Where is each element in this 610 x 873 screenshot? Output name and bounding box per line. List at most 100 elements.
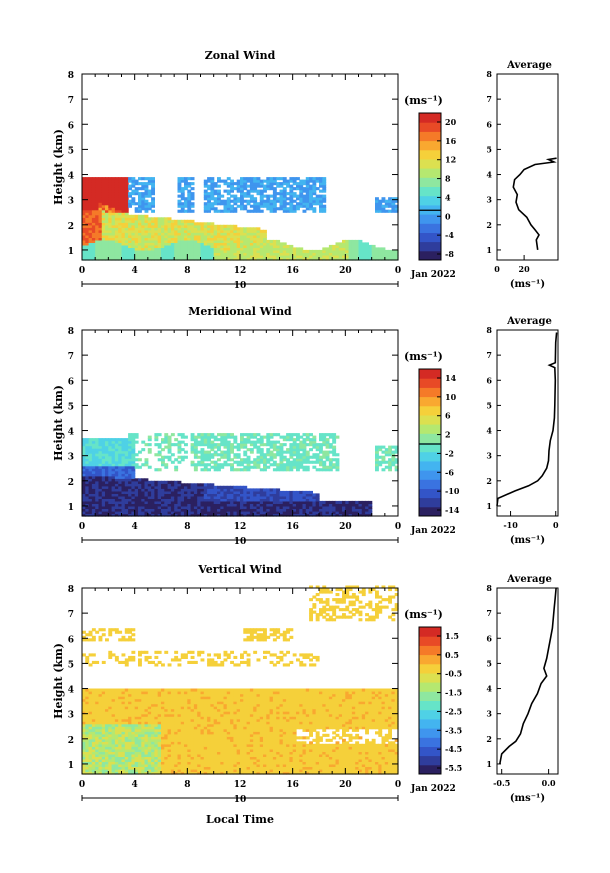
heatmap-cell <box>157 503 162 507</box>
heatmap-cell <box>121 493 126 497</box>
heatmap-cell <box>124 455 129 459</box>
heatmap-cell <box>203 465 208 469</box>
heatmap-cell <box>184 244 188 248</box>
heatmap-cell <box>121 693 126 697</box>
heatmap-cell <box>121 653 126 657</box>
heatmap-cell <box>190 460 195 464</box>
heatmap-cell <box>296 505 300 509</box>
heatmap-cell <box>207 463 211 467</box>
heatmap-cell <box>230 204 234 208</box>
heatmap-cell <box>226 244 231 248</box>
heatmap-cell <box>82 478 86 482</box>
heatmap-cell <box>134 192 139 196</box>
heatmap-cell <box>223 493 228 497</box>
heatmap-cell <box>85 708 90 712</box>
heatmap-cell <box>95 508 100 512</box>
heatmap-cell <box>91 483 96 487</box>
colorbar-swatch <box>419 387 441 398</box>
heatmap-cell <box>138 726 142 730</box>
heatmap-cell <box>111 691 116 695</box>
heatmap-cell <box>233 224 238 228</box>
heatmap-cell <box>82 721 86 725</box>
heatmap-cell <box>223 435 228 439</box>
heatmap-cell <box>200 229 205 233</box>
heatmap-cell <box>312 440 317 444</box>
heatmap-cell <box>312 503 317 507</box>
heatmap-cell <box>108 748 113 752</box>
heatmap-cell <box>85 505 90 509</box>
heatmap-cell <box>289 460 294 464</box>
heatmap-cell <box>134 224 139 228</box>
heatmap-cell <box>365 242 369 246</box>
heatmap-cell <box>236 232 241 236</box>
heatmap-cell <box>95 187 100 191</box>
heatmap-cell <box>355 255 360 259</box>
heatmap-cell <box>167 239 172 243</box>
heatmap-cell <box>302 179 307 183</box>
heatmap-cell <box>361 500 366 504</box>
heatmap-cell <box>108 438 113 442</box>
heatmap-cell <box>174 493 179 497</box>
heatmap-cell <box>134 498 139 502</box>
heatmap-cell <box>154 731 159 735</box>
heatmap-cell <box>101 237 106 241</box>
heatmap-cell <box>105 182 109 186</box>
heatmap-cell <box>124 691 129 695</box>
colorbar-swatch <box>419 506 441 517</box>
heatmap-cell <box>243 194 248 198</box>
heatmap-cell <box>85 438 90 442</box>
heatmap-cell <box>124 450 129 454</box>
heatmap-cell <box>243 511 248 515</box>
heatmap-cell <box>101 192 106 196</box>
heatmap-cell <box>82 184 86 188</box>
heatmap-cell <box>111 249 116 253</box>
heatmap-cell <box>276 197 281 201</box>
heatmap-cell <box>91 708 96 712</box>
heatmap-cell <box>348 247 353 251</box>
heatmap-cell <box>180 177 185 181</box>
heatmap-cell <box>85 758 90 762</box>
heatmap-cell <box>299 505 304 509</box>
y-tick-label: 6 <box>68 121 74 131</box>
heatmap-cell <box>233 207 238 211</box>
heatmap-cell <box>365 255 369 259</box>
heatmap-cell <box>328 445 333 449</box>
heatmap-cell <box>272 498 277 502</box>
heatmap-cell <box>240 234 244 238</box>
heatmap-cell <box>151 511 155 515</box>
heatmap-cell <box>154 716 159 720</box>
heatmap-cell <box>190 445 195 449</box>
heatmap-cell <box>259 194 264 198</box>
heatmap-cell <box>210 194 215 198</box>
heatmap-cell <box>302 453 307 457</box>
heatmap-cell <box>305 453 310 457</box>
heatmap-cell <box>342 255 346 259</box>
heatmap-cell <box>147 771 152 775</box>
heatmap-cell <box>328 257 333 261</box>
heatmap-cell <box>131 445 136 449</box>
heatmap-cell <box>121 485 126 489</box>
heatmap-cell <box>118 443 123 447</box>
heatmap-cell <box>131 706 136 710</box>
heatmap-cell <box>85 443 90 447</box>
heatmap-cell <box>193 513 198 517</box>
heatmap-cell <box>124 511 129 515</box>
heatmap-cell <box>105 448 109 452</box>
heatmap-cell <box>128 217 132 221</box>
heatmap-cell <box>88 511 93 515</box>
heatmap-cell <box>296 202 300 206</box>
heatmap-cell <box>121 440 126 444</box>
heatmap-cell <box>144 204 149 208</box>
heatmap-cell <box>111 229 116 233</box>
heatmap-cell <box>342 249 346 253</box>
heatmap-cell <box>279 468 284 472</box>
heatmap-cell <box>105 746 109 750</box>
heatmap-cell <box>121 746 126 750</box>
heatmap-cell <box>246 232 251 236</box>
heatmap-cell <box>128 440 132 444</box>
heatmap-cell <box>322 187 327 191</box>
heatmap-cell <box>203 184 208 188</box>
heatmap-cell <box>91 766 96 770</box>
heatmap-cell <box>322 513 327 517</box>
heatmap-cell <box>108 688 113 692</box>
